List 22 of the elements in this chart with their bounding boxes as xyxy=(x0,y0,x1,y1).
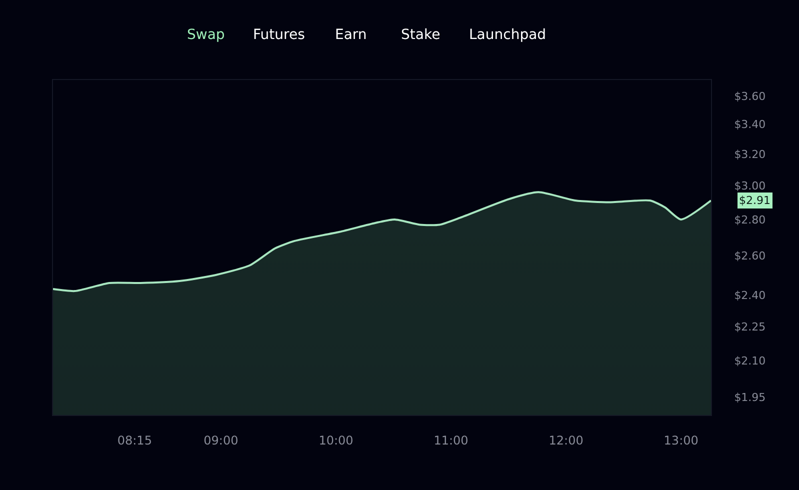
y-tick-label: $2.25 xyxy=(734,320,766,334)
x-tick-label: 12:00 xyxy=(548,433,584,448)
x-tick-label: 08:15 xyxy=(117,433,152,448)
y-tick-label: $2.10 xyxy=(734,354,766,368)
x-tick-label: 09:00 xyxy=(204,433,238,448)
x-tick-label: 10:00 xyxy=(318,433,354,448)
text: Earn xyxy=(335,27,367,43)
y-tick-label: $2.40 xyxy=(734,288,766,302)
text: Futures xyxy=(253,27,305,43)
text: Launchpad xyxy=(469,27,546,43)
y-tick-label: $1.95 xyxy=(734,390,766,404)
text: $2.91 xyxy=(739,194,770,207)
y-tick-label: $3.60 xyxy=(734,90,766,103)
y-tick-label: $2.80 xyxy=(734,213,766,226)
x-tick-label: 13:00 xyxy=(664,433,698,448)
y-tick-label: $2.60 xyxy=(734,250,766,263)
x-tick-label: 11:00 xyxy=(434,433,468,448)
y-tick-label: $3.20 xyxy=(734,148,766,161)
y-tick-label: $3.00 xyxy=(734,179,766,192)
text: Swap xyxy=(187,27,225,43)
y-tick-label: $3.40 xyxy=(734,118,766,131)
text: Stake xyxy=(401,27,440,43)
